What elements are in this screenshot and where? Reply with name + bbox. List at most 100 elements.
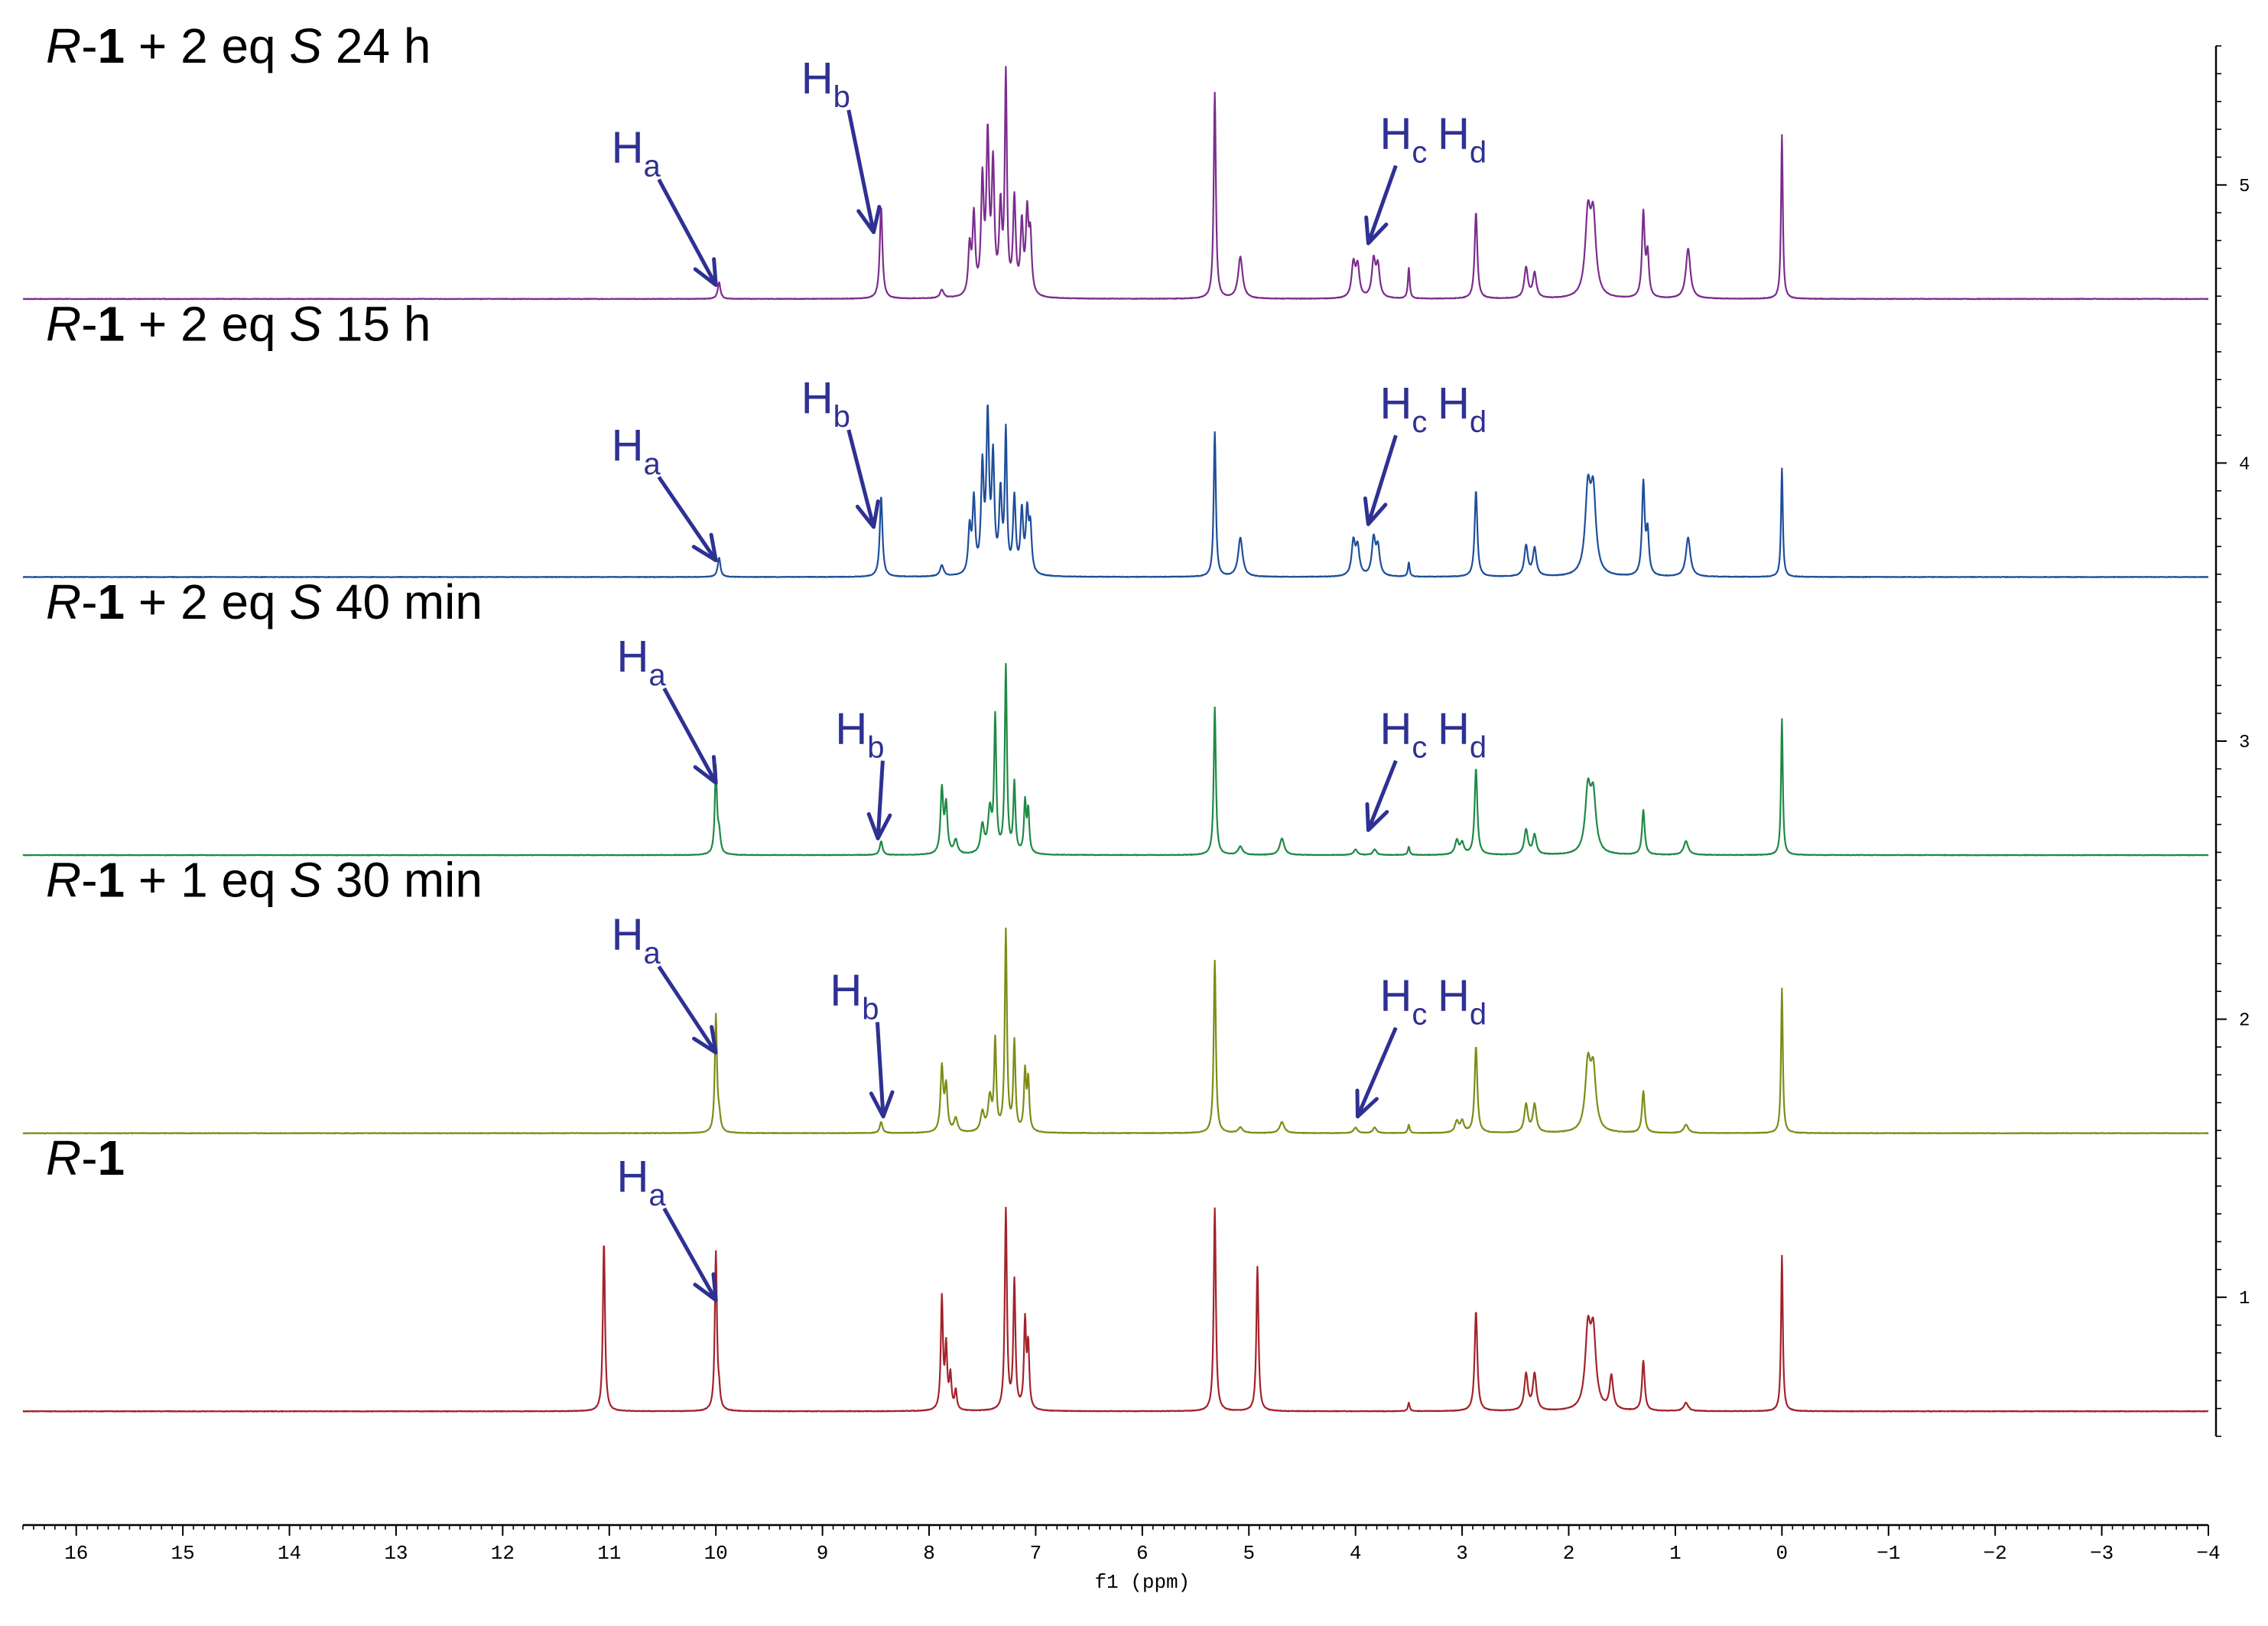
x-tick-label: −2 [1984,1542,2007,1565]
y-tick-label: 3 [2239,733,2250,753]
spectrum-label-part: 1 [98,18,125,73]
peak-arrow-shaft [662,1207,718,1302]
peak-arrow-shaft [846,109,876,233]
peak-label-subscript: c [1412,731,1427,765]
x-tick-label: 10 [704,1542,728,1565]
x-tick-label: 1 [1669,1542,1682,1565]
peak-label-Hd: Hd [1438,971,1487,1032]
peak-label-main: H [612,910,644,960]
peak-label-subscript: c [1412,405,1427,439]
peak-label-Hc: Hc [1379,971,1427,1032]
spectrum-label-1: R-1 + 2 eq S 24 h [46,18,431,73]
peak-arrow-head [866,811,892,841]
peak-label-main: H [1379,704,1412,754]
spectrum-label-part: R [46,18,81,73]
peak-arrow-head [1355,1088,1379,1119]
spectrum-label-part: R [46,853,81,908]
peak-arrow-shaft [657,178,718,286]
x-axis: 16 15 14 13 12 11 10 9 8 7 6 5 4 3 2 1 0 −1 −2 −3 −4 f1 (ppm… [22,1524,2221,1594]
peak-label-subscript: c [1412,136,1427,170]
peak-label-subscript: d [1470,136,1487,170]
peak-arrow-head [691,532,718,563]
peak-label-Hd: Hd [1438,379,1487,439]
spectrum-label-part: S [289,853,322,908]
spectrum-label-3: R-1 + 2 eq S 40 min [46,574,483,629]
spectrum-label-part: S [289,574,322,629]
peak-label-main: H [1379,379,1412,428]
peak-label-main: H [1438,971,1470,1021]
peak-label-Ha: Ha [612,910,661,971]
spectrum-label-2: R-1 + 2 eq S 15 h [46,296,431,351]
peak-label-subscript: c [1412,998,1427,1032]
spectrum-label-part: - [81,853,97,908]
peak-label-main: H [1379,971,1412,1021]
peak-label-main: H [801,54,833,103]
spectrum-label-part: 1 [98,296,125,351]
peak-arrow-head [1363,496,1388,526]
y-ticks: 1 2 3 4 5 [2216,45,2250,1437]
peak-label-subscript: a [643,150,661,184]
spectrum-label-part: S [289,296,322,351]
peak-arrow-shaft [846,429,876,528]
x-tick-label: 11 [597,1542,621,1565]
spectrum-line-4 [22,927,2209,1135]
peak-label-main: H [617,1152,649,1202]
peak-label-subscript: a [643,447,661,481]
x-tick-label: 16 [64,1542,88,1565]
spectrum-label-4: R-1 + 1 eq S 30 min [46,853,483,908]
peak-label-main: H [1438,704,1470,754]
peak-arrow-head [693,257,718,288]
peak-arrow-shaft [657,476,718,562]
spectrum-label-part: - [81,1130,97,1185]
peak-label-Hc: Hc [1379,379,1427,439]
peak-label-Hb: Hb [830,965,879,1026]
y-tick-label: 4 [2239,454,2250,475]
peak-label-subscript: d [1470,998,1487,1032]
spectrum-label-part: 15 h [322,296,431,351]
peak-arrow-head [1364,215,1389,246]
peak-label-main: H [612,421,644,470]
peak-label-Hb: Hb [835,704,884,765]
spectrum-label-part: - [81,18,97,73]
x-tick-label: 15 [171,1542,195,1565]
x-tick-label: 0 [1776,1542,1789,1565]
peak-arrow-head [869,1090,895,1119]
peak-arrow-head [1365,802,1389,832]
spectrum-label-part: 1 [98,853,125,908]
x-tick-label: 4 [1350,1542,1362,1565]
peak-label-main: H [835,704,867,754]
spectrum-label-part: S [289,18,322,73]
spectrum-label-part: + 2 eq [125,296,289,351]
peak-label-Hd: Hd [1438,704,1487,765]
x-axis-label: f1 (ppm) [1094,1571,1190,1594]
spectrum-label-part: 1 [98,1130,125,1185]
peak-label-main: H [1438,109,1470,159]
peak-label-subscript: b [867,731,884,765]
peak-arrow-head [691,1025,718,1055]
peak-label-subscript: d [1470,731,1487,765]
peak-arrow-shaft [1366,164,1398,244]
spectrum-label-part: + 2 eq [125,574,289,629]
peak-arrow-shaft [1366,434,1398,525]
spectrum-label-5: R-1 [46,1130,125,1185]
spectrum-label-part: - [81,574,97,629]
peak-label-Hc: Hc [1379,109,1427,170]
peak-label-subscript: a [648,1179,666,1212]
spectrum-label-part: R [46,574,81,629]
x-tick-label: −3 [2090,1542,2114,1565]
y-tick-label: 5 [2239,177,2250,197]
peak-arrow-head [693,755,718,785]
peak-arrow-head [856,204,882,235]
x-tick-label: 9 [817,1542,829,1565]
spectrum-line-3 [22,662,2209,857]
peak-label-subscript: b [833,80,850,114]
x-tick-label: 14 [278,1542,301,1565]
peak-label-Ha: Ha [617,1152,667,1212]
spectrum-label-part: - [81,296,97,351]
x-tick-label: 5 [1243,1542,1255,1565]
x-tick-label: 13 [384,1542,408,1565]
peak-arrow-shaft [662,687,718,784]
